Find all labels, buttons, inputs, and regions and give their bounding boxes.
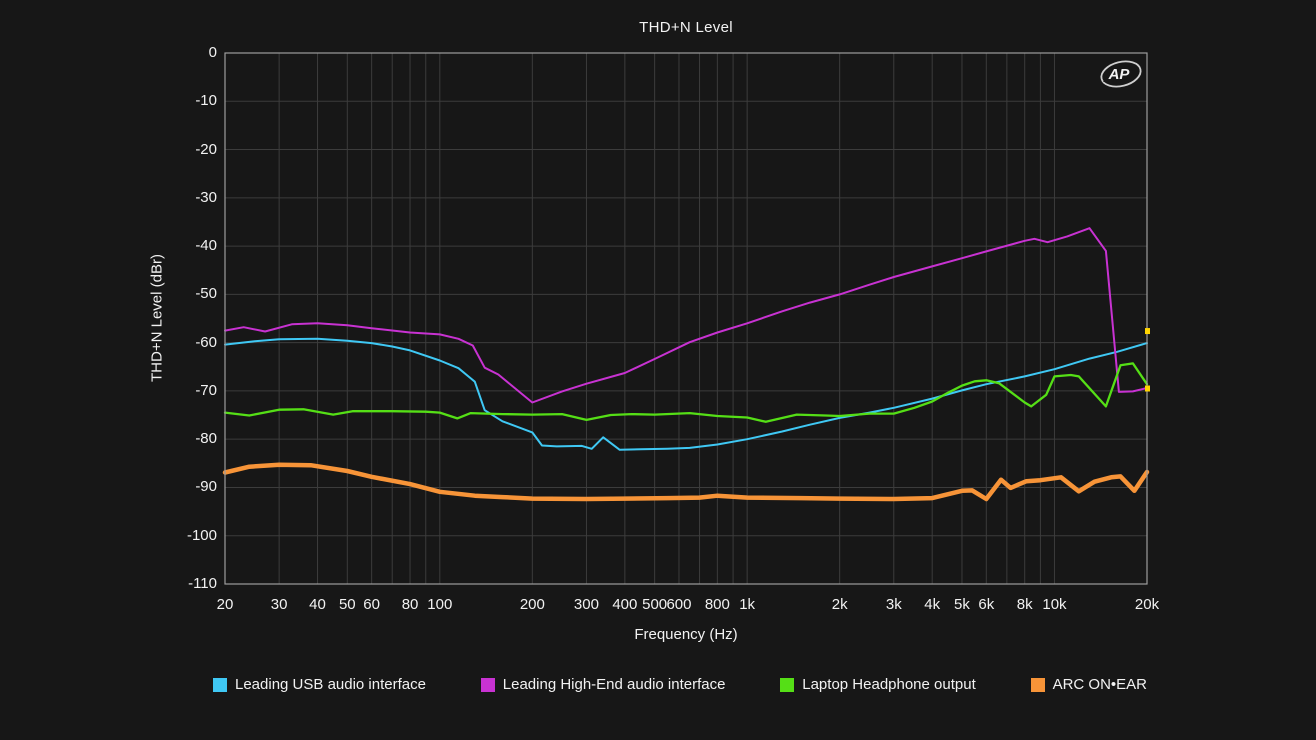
x-tick-label: 80 — [401, 596, 419, 613]
x-tick-label: 8k — [1016, 596, 1033, 613]
series-line-3 — [222, 462, 1150, 502]
x-tick-label: 3k — [885, 596, 902, 613]
legend-item-2[interactable]: Laptop Headphone output — [780, 676, 976, 693]
legend-label: Laptop Headphone output — [802, 676, 976, 693]
legend-swatch-icon — [480, 677, 495, 692]
legend-item-3[interactable]: ARC ON•EAR — [1030, 676, 1147, 693]
y-axis-label: THD+N Level (dBr) — [148, 254, 166, 382]
legend-swatch-icon — [1030, 677, 1045, 692]
x-tick-label: 60 — [363, 596, 380, 613]
x-tick-label: 2k — [831, 596, 848, 613]
y-tick-label: -90 — [195, 478, 217, 496]
y-tick-label: -40 — [195, 237, 217, 255]
x-tick-label: 5k — [954, 596, 970, 613]
y-tick-label: -70 — [195, 381, 217, 399]
legend-label: Leading High-End audio interface — [502, 676, 726, 693]
x-tick-label: 20 — [216, 596, 234, 613]
x-tick-label: 40 — [309, 596, 326, 613]
y-tick-label: -110 — [188, 575, 217, 592]
y-tick-label: -10 — [195, 92, 217, 110]
legend: Leading USB audio interface Leading High-… — [213, 676, 1147, 693]
x-tick-label: 10k — [1042, 596, 1067, 613]
x-tick-label: 100 — [427, 596, 453, 613]
x-tick-label: 200 — [519, 596, 545, 613]
x-axis-label: Frequency (Hz) — [634, 626, 738, 643]
x-tick-label: 1k — [739, 596, 756, 613]
y-tick-label: -60 — [195, 333, 217, 351]
legend-swatch-icon — [780, 677, 795, 692]
cursor-marker — [1145, 385, 1150, 392]
x-tick-label: 600 — [666, 596, 692, 613]
x-tick-label: 20k — [1134, 596, 1160, 613]
legend-item-1[interactable]: Leading High-End audio interface — [480, 676, 726, 693]
x-tick-label: 500 — [642, 596, 668, 613]
y-tick-label: -100 — [186, 526, 217, 544]
series-line-1 — [224, 227, 1148, 404]
x-tick-label: 4k — [924, 596, 941, 613]
y-tick-label: -80 — [195, 430, 217, 448]
ap-logo-text: AP — [1108, 66, 1131, 83]
cursor-marker — [1145, 328, 1150, 335]
series-line-0 — [224, 337, 1148, 451]
x-tick-label: 6k — [978, 596, 995, 613]
x-tick-label: 30 — [270, 596, 288, 613]
y-tick-label: -50 — [195, 285, 217, 303]
legend-label: Leading USB audio interface — [235, 676, 426, 693]
series-line-2 — [223, 362, 1149, 423]
x-tick-label: 400 — [612, 596, 638, 613]
x-tick-label: 50 — [338, 596, 356, 613]
y-tick-label: 0 — [208, 44, 217, 61]
chart-title: THD+N Level — [639, 19, 733, 36]
ap-logo-swoosh — [1100, 60, 1142, 88]
y-tick-label: -20 — [195, 140, 217, 158]
legend-item-0[interactable]: Leading USB audio interface — [213, 676, 426, 693]
x-tick-label: 800 — [704, 596, 730, 613]
plot-border — [224, 52, 1148, 585]
legend-label: ARC ON•EAR — [1052, 676, 1147, 693]
y-tick-label: -30 — [195, 188, 217, 206]
legend-swatch-icon — [213, 677, 227, 692]
x-tick-label: 300 — [573, 596, 599, 613]
